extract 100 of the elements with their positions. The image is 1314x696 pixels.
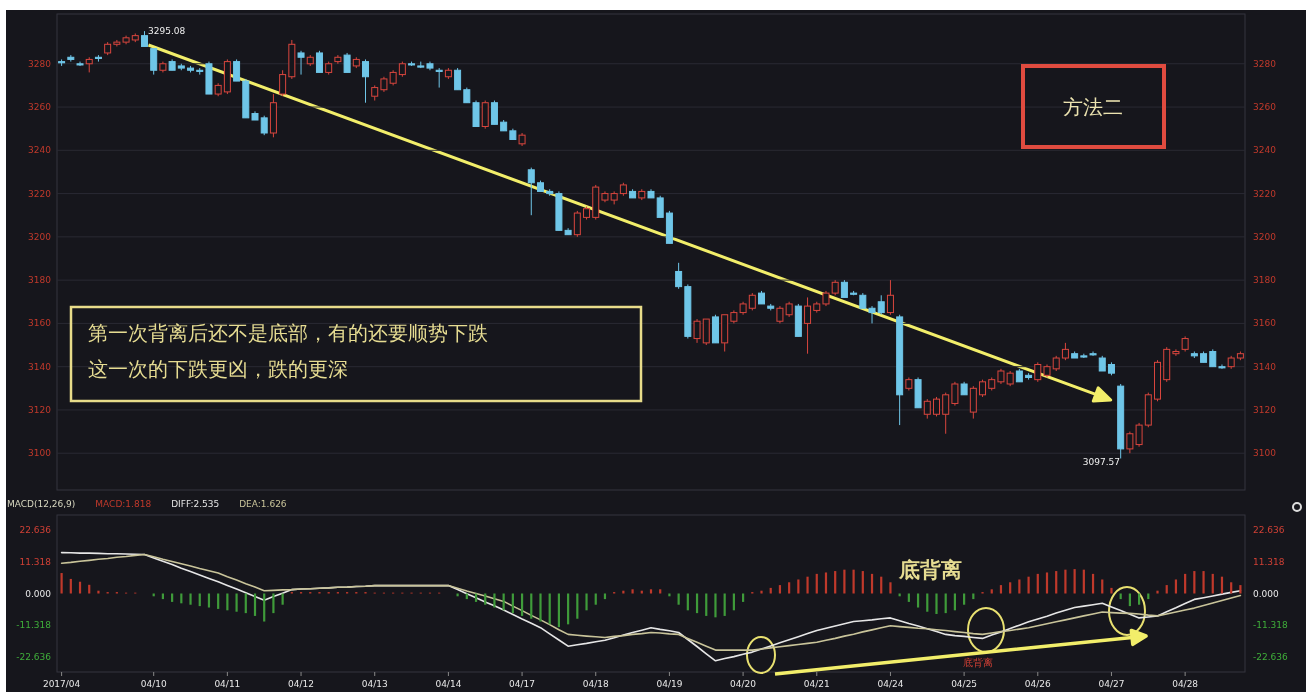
bar [1009, 582, 1012, 594]
y2-tick-label: 3200 [1253, 231, 1277, 242]
candlestick [279, 69, 287, 97]
y-tick-label: 3280 [28, 58, 52, 69]
candlestick [886, 279, 894, 316]
bar [1091, 573, 1095, 594]
bar [788, 582, 791, 594]
bar [1211, 573, 1214, 594]
bar [539, 593, 542, 622]
candlestick [297, 50, 305, 76]
y2-tick-label: -11.318 [1253, 620, 1289, 631]
candlestick [315, 50, 323, 73]
bar [834, 571, 837, 594]
bar [1073, 569, 1076, 594]
chart-title: MACD(12,26,9) [7, 499, 76, 509]
candlestick [472, 100, 480, 128]
bar [69, 578, 72, 594]
y-tick-label: 3260 [28, 102, 52, 113]
y-tick-label: 22.636 [19, 525, 52, 536]
text: MACD:1.818 [95, 499, 152, 509]
annotation: 方法二 [1063, 95, 1123, 119]
y2-tick-label: 0.000 [1253, 588, 1280, 599]
bar [1239, 585, 1242, 594]
candlestick [804, 296, 812, 355]
bar [1165, 585, 1168, 594]
bar [1193, 571, 1196, 594]
x-tick-label: 04/10 [140, 679, 167, 689]
bar [88, 584, 91, 594]
y2-tick-label: 3140 [1253, 361, 1277, 372]
x-tick-label: 04/14 [435, 679, 462, 689]
bar [649, 589, 653, 594]
x-tick-label: 04/25 [951, 679, 978, 689]
candlestick [1034, 361, 1042, 383]
bar [926, 593, 929, 612]
annotation: 3295.08 [148, 26, 186, 36]
bar [815, 573, 818, 594]
bar [1064, 569, 1067, 594]
candlestick [454, 67, 462, 91]
bar [78, 581, 82, 594]
x-tick-label: 04/27 [1098, 679, 1125, 689]
bar [797, 579, 800, 594]
bar [640, 590, 643, 594]
bar [235, 593, 238, 612]
x-tick-label: 2017/04 [42, 679, 81, 689]
annotation: 底背离 [963, 657, 993, 668]
candlestick [527, 167, 535, 216]
y2-tick-label: 3240 [1253, 145, 1277, 156]
bar [253, 593, 257, 616]
bar [999, 585, 1003, 594]
bar [880, 576, 883, 594]
bar [189, 593, 192, 605]
bar [806, 576, 809, 594]
bar [870, 573, 874, 594]
x-tick-label: 04/12 [288, 679, 315, 689]
bar [916, 593, 920, 608]
y-tick-label: 3120 [28, 404, 52, 415]
candlestick [868, 305, 876, 324]
y-tick-label: 0.000 [25, 588, 52, 599]
candlestick [233, 58, 241, 82]
bar [520, 593, 524, 616]
annotation: 这一次的下跌更凶，跌的更深 [88, 357, 348, 381]
candlestick [923, 398, 931, 420]
bar [1230, 582, 1233, 594]
y-tick-label: -22.636 [16, 651, 52, 662]
candlestick [150, 48, 158, 76]
candlestick [573, 210, 581, 238]
y-tick-label: 11.318 [19, 556, 52, 567]
bar [631, 589, 634, 594]
candlestick [656, 195, 664, 218]
bar [1184, 573, 1187, 594]
candlestick [260, 115, 268, 136]
y2-tick-label: 3120 [1253, 404, 1277, 415]
y2-tick-label: 22.636 [1253, 525, 1285, 536]
y2-tick-label: 3180 [1253, 275, 1277, 286]
annotation: 第一次背离后还不是底部，有的还要顺势下跌 [88, 321, 488, 345]
bar [585, 593, 588, 611]
bar [843, 569, 846, 594]
candlestick [942, 392, 950, 435]
x-tick-label: 04/19 [656, 679, 683, 689]
x-tick-label: 04/24 [877, 679, 904, 689]
bar [723, 593, 726, 616]
y-tick-label: 3180 [28, 275, 52, 286]
bar [1036, 573, 1039, 594]
bar [705, 593, 708, 616]
bar [493, 593, 496, 608]
bar [668, 593, 671, 597]
y2-tick-label: 11.318 [1253, 556, 1285, 567]
y-tick-label: 3220 [28, 188, 52, 199]
x-tick-label: 04/28 [1172, 679, 1199, 689]
candlestick [1172, 348, 1180, 357]
bar [1174, 579, 1178, 594]
x-tick-label: 04/18 [582, 679, 609, 689]
candlestick [969, 385, 977, 420]
candlestick [951, 381, 959, 407]
candlestick [675, 262, 683, 290]
bar [889, 582, 892, 594]
candlestick [490, 100, 498, 125]
bar [861, 571, 864, 594]
y-tick-label: 3100 [28, 448, 52, 459]
bar [714, 593, 717, 618]
